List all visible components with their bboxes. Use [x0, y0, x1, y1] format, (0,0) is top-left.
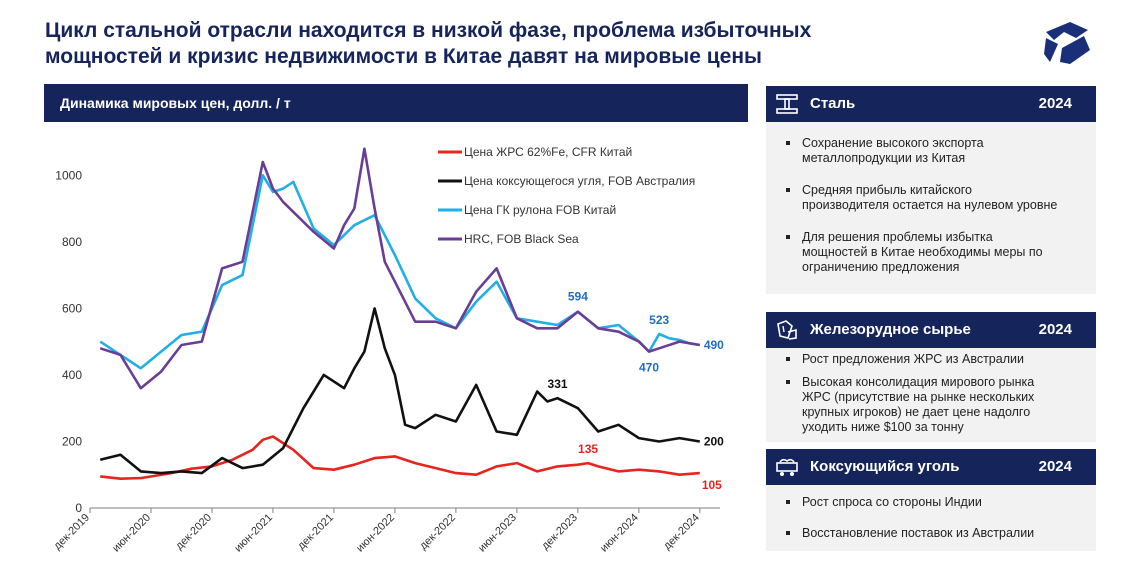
data-label: 523 — [649, 313, 669, 327]
coal-cart-icon — [776, 458, 798, 476]
y-tick-label: 0 — [75, 501, 82, 515]
steel-beam-icon — [776, 94, 798, 114]
company-logo — [1044, 22, 1090, 64]
data-label: 105 — [702, 478, 722, 492]
coking-coal-bullet-1: Рост спроса со стороны Индии — [782, 495, 1086, 510]
x-tick-label: июн-2022 — [354, 512, 397, 555]
panel-coking-coal: Коксующийся уголь 2024 Рост спроса со ст… — [766, 449, 1096, 551]
x-tick-label: дек-2019 — [51, 512, 92, 553]
panel-steel: Сталь 2024 Сохранение высокого экспорта … — [766, 86, 1096, 294]
series-line-0 — [100, 435, 700, 480]
panel-iron-ore: Железорудное сырье 2024 Рост предложения… — [766, 312, 1096, 442]
data-label: 594 — [568, 289, 588, 303]
panel-steel-title: Сталь — [810, 95, 856, 112]
x-tick-label: дек-2022 — [417, 512, 458, 553]
x-tick-label: июн-2024 — [598, 512, 641, 555]
data-label: 200 — [704, 434, 724, 448]
page-title-line-2: мощностей и кризис недвижимости в Китае … — [45, 45, 762, 68]
panel-steel-year: 2024 — [1038, 95, 1072, 112]
series-line-1 — [99, 307, 701, 475]
steel-bullet-3: Для решения проблемы избытка мощностей в… — [782, 230, 1086, 275]
panel-coking-coal-header: Коксующийся уголь 2024 — [766, 449, 1096, 485]
x-tick-label: дек-2021 — [295, 512, 336, 553]
y-tick-label: 1000 — [55, 168, 82, 182]
data-label: 470 — [639, 361, 659, 375]
legend-label-2: Цена ГК рулона FOB Китай — [464, 203, 616, 217]
iron-ore-bullet-1: Рост предложения ЖРС из Австралии — [782, 352, 1086, 367]
page-title-line-1: Цикл стальной отрасли находится в низкой… — [45, 19, 812, 42]
series-line-3 — [99, 147, 701, 390]
legend-label-3: HRC, FOB Black Sea — [464, 232, 579, 246]
panel-steel-header: Сталь 2024 — [766, 86, 1096, 122]
data-label: 135 — [578, 442, 598, 456]
x-tick-label: июн-2023 — [476, 512, 519, 555]
panel-iron-ore-title: Железорудное сырье — [810, 321, 971, 338]
panel-iron-ore-body: Рост предложения ЖРС из Австралии Высока… — [766, 348, 1096, 442]
chart-header: Динамика мировых цен, долл. / т — [44, 84, 748, 122]
iron-ore-bullet-2: Высокая консолидация мирового рынка ЖРС … — [782, 375, 1086, 435]
iron-ore-icon — [777, 320, 797, 340]
panel-coking-coal-title: Коксующийся уголь — [810, 458, 960, 475]
legend-label-1: Цена коксующегося угля, FOB Австралия — [464, 174, 695, 188]
coking-coal-bullet-2: Восстановление поставок из Австралии — [782, 526, 1086, 541]
x-tick-label: дек-2023 — [539, 512, 580, 553]
x-tick-label: июн-2021 — [232, 512, 275, 555]
y-tick-label: 400 — [62, 368, 82, 382]
price-chart: 0 200 400 600 800 1000 дек-2019 июн-2020 дек-202… — [51, 145, 724, 555]
steel-bullet-1: Сохранение высокого экспорта металлопрод… — [782, 136, 1086, 166]
panel-steel-body: Сохранение высокого экспорта металлопрод… — [766, 122, 1096, 294]
y-tick-label: 800 — [62, 235, 82, 249]
panel-coking-coal-year: 2024 — [1038, 458, 1072, 475]
x-tick-label: июн-2020 — [110, 512, 153, 555]
legend-label-0: Цена ЖРС 62%Fe, CFR Китай — [464, 145, 632, 159]
y-tick-label: 600 — [62, 301, 82, 315]
panel-coking-coal-body: Рост спроса со стороны Индии Восстановле… — [766, 485, 1096, 551]
steel-bullet-2: Средняя прибыль китайского производителя… — [782, 183, 1086, 213]
panel-iron-ore-header: Железорудное сырье 2024 — [766, 312, 1096, 348]
data-label: 490 — [704, 338, 724, 352]
panel-iron-ore-year: 2024 — [1038, 321, 1072, 338]
y-tick-label: 200 — [62, 434, 82, 448]
x-tick-label: дек-2020 — [173, 512, 214, 553]
data-label: 331 — [548, 377, 568, 391]
page-title: Цикл стальной отрасли находится в низкой… — [45, 18, 975, 70]
x-tick-label: дек-2024 — [661, 512, 702, 553]
